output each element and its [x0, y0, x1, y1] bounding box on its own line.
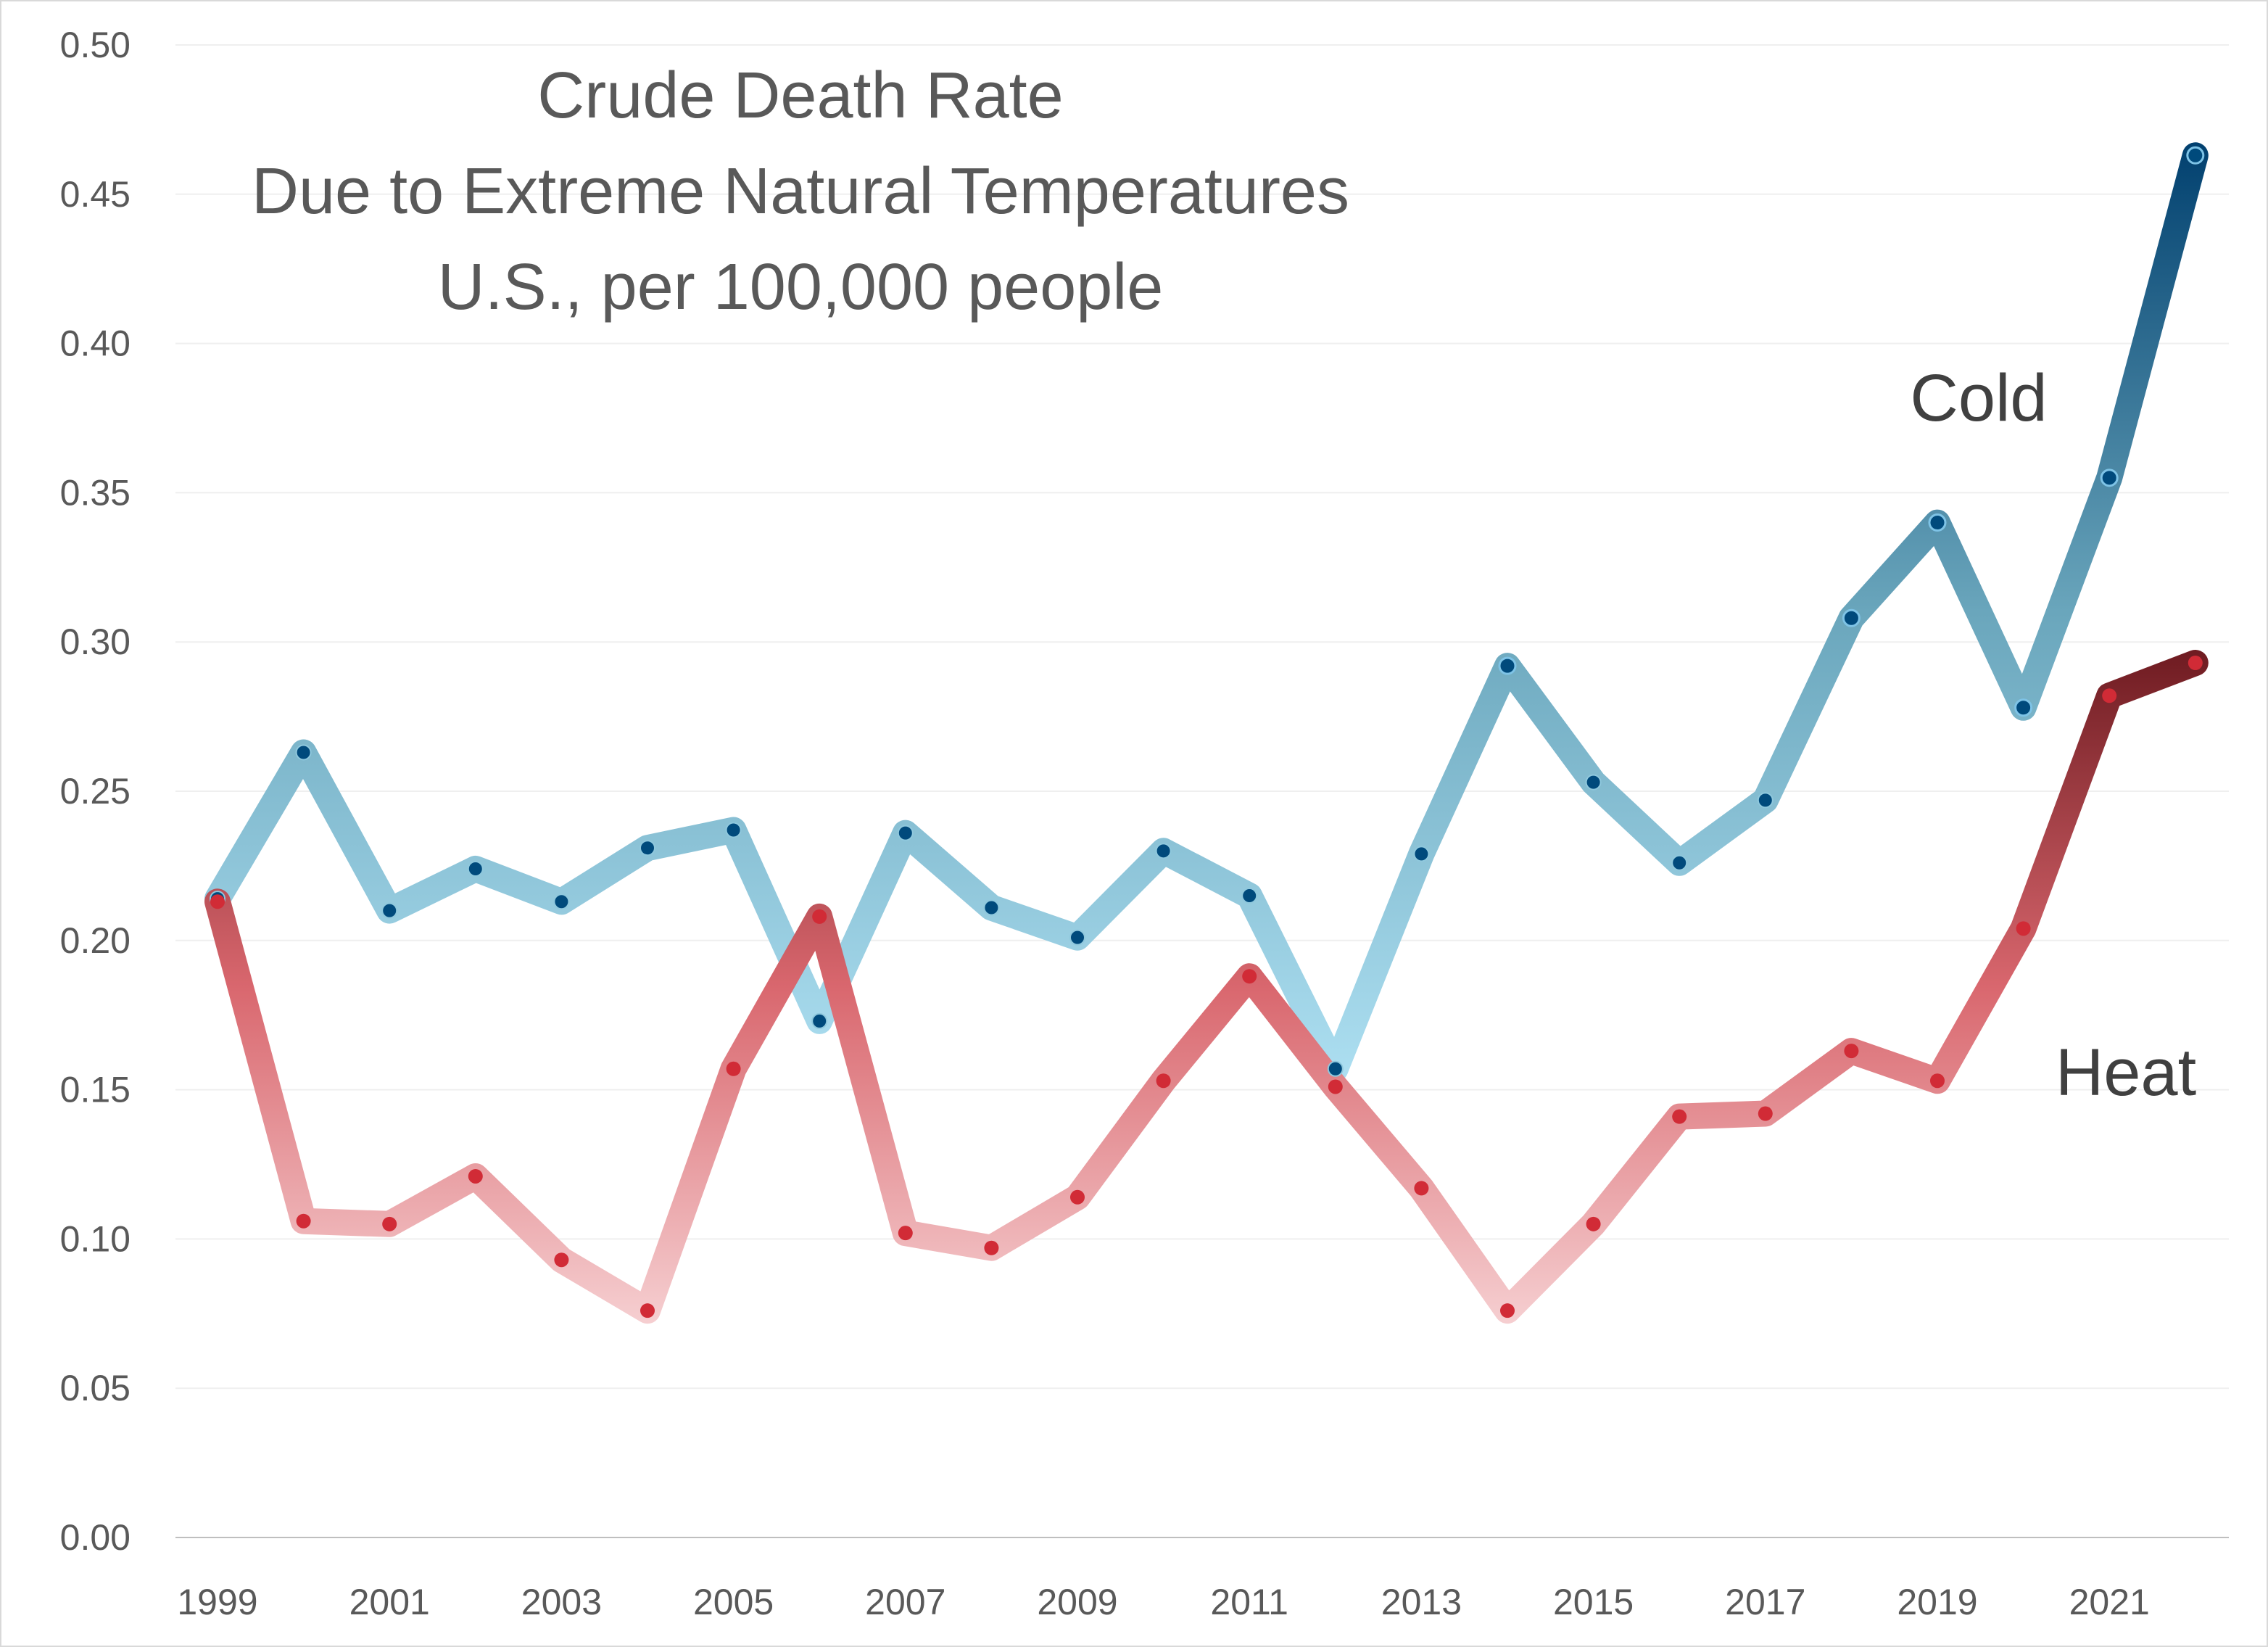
data-point-heat-2011: [1242, 969, 1257, 984]
y-tick-label-0.00: 0.00: [60, 1517, 131, 1558]
x-tick-label-2015: 2015: [1553, 1582, 1634, 1622]
series: [204, 142, 2209, 1324]
data-point-cold-2015: [1585, 774, 1602, 791]
data-point-heat-2018: [1844, 1044, 1859, 1059]
data-point-cold-2005: [725, 822, 742, 838]
data-point-heat-2008: [984, 1240, 999, 1255]
data-point-heat-2012: [1328, 1079, 1343, 1094]
data-point-heat-2005: [726, 1061, 741, 1076]
data-point-cold-2017: [1757, 792, 1774, 809]
data-point-cold-2021: [2100, 468, 2119, 487]
data-point-heat-2010: [1156, 1073, 1171, 1089]
data-point-heat-2000: [296, 1213, 311, 1229]
data-point-heat-2022: [2188, 656, 2203, 671]
axes: 0.00 0.05 0.10 0.15 0.20 0.25 0.30 0.35 0.40 0.45…: [60, 25, 2229, 1622]
y-tick-label-0.40: 0.40: [60, 323, 131, 364]
series-labels: Cold Heat: [1910, 361, 2196, 1110]
data-point-cold-2012: [1327, 1060, 1344, 1077]
data-point-heat-2006: [812, 909, 827, 924]
data-point-cold-2008: [983, 899, 1000, 916]
data-point-heat-2020: [2016, 921, 2031, 936]
y-tick-label-0.50: 0.50: [60, 25, 131, 65]
data-point-cold-2001: [381, 902, 398, 919]
x-tick-label-2021: 2021: [2069, 1582, 2150, 1622]
data-point-cold-2006: [811, 1012, 828, 1029]
data-point-cold-2000: [295, 744, 312, 761]
data-point-cold-2018: [1842, 608, 1861, 627]
x-tick-label-2009: 2009: [1037, 1582, 1117, 1622]
x-tick-label-2003: 2003: [521, 1582, 602, 1622]
y-tick-label-0.10: 0.10: [60, 1218, 131, 1259]
data-point-heat-2007: [898, 1226, 913, 1241]
series-label-heat: Heat: [2056, 1036, 2196, 1110]
data-point-heat-2015: [1586, 1216, 1601, 1231]
chart-title-line-3: U.S., per 100,000 people: [438, 251, 1164, 323]
y-tick-label-0.45: 0.45: [60, 174, 131, 215]
gridlines: [175, 44, 2229, 1390]
data-point-heat-2016: [1672, 1109, 1687, 1124]
data-point-cold-2020: [2014, 698, 2033, 717]
data-point-cold-2009: [1069, 929, 1085, 946]
x-tick-label-2011: 2011: [1210, 1582, 1288, 1622]
data-point-heat-2001: [382, 1216, 397, 1231]
x-tick-label-2017: 2017: [1725, 1582, 1805, 1622]
data-point-cold-2002: [467, 861, 484, 878]
data-point-cold-2004: [640, 840, 655, 856]
chart-title: Crude Death Rate Due to Extreme Natural …: [252, 59, 1349, 323]
data-point-heat-2013: [1414, 1181, 1429, 1196]
chart-title-line-2: Due to Extreme Natural Temperatures: [252, 155, 1349, 228]
y-tick-label-0.05: 0.05: [60, 1368, 131, 1408]
data-point-cold-2022: [2186, 146, 2205, 165]
data-point-heat-1999: [210, 894, 225, 909]
data-point-cold-2003: [553, 893, 570, 910]
data-point-heat-2002: [468, 1168, 483, 1184]
x-tick-label-2007: 2007: [865, 1582, 945, 1622]
data-point-heat-2009: [1070, 1189, 1085, 1205]
series-label-cold: Cold: [1910, 361, 2047, 435]
x-tick-label-2013: 2013: [1381, 1582, 1462, 1622]
x-tick-label-2005: 2005: [693, 1582, 774, 1622]
y-tick-label-0.15: 0.15: [60, 1070, 131, 1110]
x-tick-label-2019: 2019: [1897, 1582, 1977, 1622]
data-point-heat-2019: [1930, 1073, 1945, 1089]
data-point-cold-2014: [1498, 656, 1517, 675]
data-point-heat-2004: [640, 1303, 655, 1318]
y-tick-label-0.35: 0.35: [60, 472, 131, 513]
data-point-cold-2007: [897, 825, 914, 841]
chart-title-line-1: Crude Death Rate: [537, 59, 1063, 132]
y-tick-label-0.25: 0.25: [60, 771, 131, 812]
data-point-cold-2019: [1928, 513, 1947, 532]
x-tick-label-2001: 2001: [349, 1582, 430, 1622]
y-tick-label-0.30: 0.30: [60, 622, 131, 662]
data-point-heat-2003: [554, 1252, 569, 1268]
data-point-cold-2016: [1671, 854, 1688, 871]
y-tick-label-0.20: 0.20: [60, 920, 131, 961]
x-tick-label-1999: 1999: [177, 1582, 257, 1622]
series-line-heat: [204, 650, 2209, 1324]
data-point-cold-2011: [1241, 888, 1258, 904]
data-point-heat-2021: [2102, 688, 2117, 703]
series-line-cold: [204, 142, 2209, 1082]
data-point-heat-2014: [1500, 1303, 1515, 1318]
data-point-cold-2010: [1155, 843, 1172, 859]
data-point-cold-2013: [1413, 846, 1430, 862]
data-point-heat-2017: [1758, 1106, 1773, 1121]
